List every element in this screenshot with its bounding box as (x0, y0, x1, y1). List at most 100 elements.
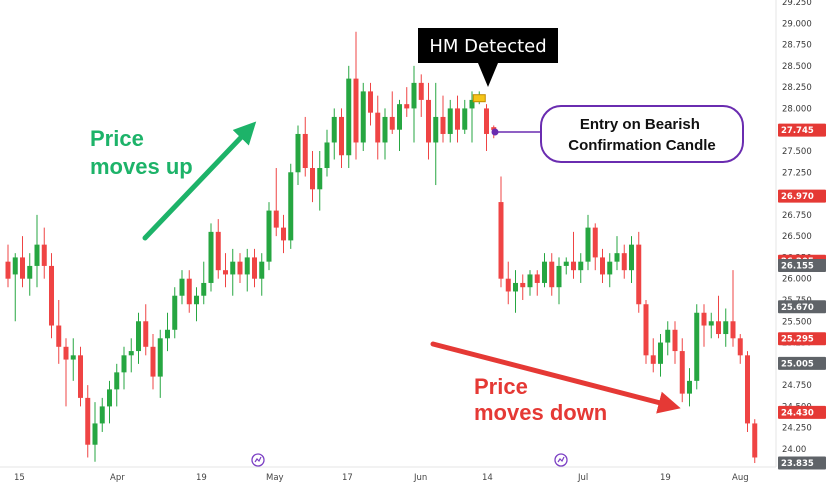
candle-body (165, 329, 170, 339)
y-tick-label: 28.250 (782, 83, 812, 93)
candle-body (295, 133, 301, 173)
down-trend-arrow (430, 341, 681, 414)
candle-body (607, 261, 613, 275)
candle-body (201, 282, 207, 296)
candle-body (745, 355, 750, 424)
candle-body (585, 227, 591, 262)
candle (426, 82, 431, 160)
candle (201, 261, 207, 305)
hm-detected-label: HM Detected (429, 36, 546, 57)
candle (49, 253, 54, 339)
candle (578, 253, 584, 283)
candle-body (20, 257, 25, 279)
candle-body (107, 389, 112, 407)
y-tick-label: 24.750 (782, 381, 812, 391)
candle (650, 338, 656, 373)
candle (520, 274, 526, 300)
candle (382, 108, 388, 160)
candle (600, 248, 605, 283)
candle (215, 219, 221, 279)
y-tick-label: 29.250 (782, 0, 812, 8)
candle (20, 236, 25, 288)
x-tick-label: 19 (196, 473, 207, 483)
candle (56, 299, 62, 364)
candle (716, 295, 721, 339)
candle-body (360, 91, 366, 143)
candle (694, 304, 700, 390)
price-badges: 27.74526.97026.20526.15525.67025.29525.0… (778, 123, 826, 470)
y-tick-label: 28.750 (782, 41, 812, 51)
candle (621, 244, 627, 279)
candle-body (694, 312, 700, 381)
candle-body (302, 133, 308, 169)
price-badge-label: 27.745 (781, 126, 814, 136)
up-trend-arrow (142, 121, 257, 241)
candle-body (353, 78, 359, 143)
candle (85, 385, 91, 458)
event-marker-icon[interactable] (554, 453, 568, 467)
candle-body (5, 261, 11, 279)
candle-body (157, 338, 163, 377)
candle-body (455, 108, 460, 130)
candle (317, 150, 323, 211)
price-badge: 26.970 (778, 189, 826, 203)
candle-body (752, 423, 758, 458)
candle (310, 150, 315, 203)
price-badge: 25.295 (778, 332, 826, 346)
candle-body (85, 397, 91, 445)
candle (527, 270, 533, 296)
candle (295, 125, 301, 186)
candle-body (288, 172, 294, 241)
candle (331, 108, 337, 160)
candle (629, 236, 634, 283)
candle-body (701, 312, 707, 326)
candle-body (534, 274, 540, 283)
candle-body (484, 108, 489, 134)
candle (397, 99, 402, 151)
candle (128, 338, 134, 373)
candle (107, 380, 112, 424)
entry-label: Entry on Bearish Confirmation Candle (568, 116, 716, 154)
candle (643, 299, 649, 364)
x-tick-label: Jun (413, 473, 427, 483)
event-marker-icon[interactable] (251, 453, 265, 467)
candle (462, 99, 468, 134)
candle-body (281, 227, 286, 241)
x-tick-label: 19 (660, 473, 671, 483)
candle (186, 270, 192, 313)
candle-body (317, 168, 323, 190)
candle-body (121, 355, 127, 373)
price-badge: 25.005 (778, 356, 826, 370)
candle (346, 65, 352, 169)
candle (27, 253, 33, 296)
y-tick-label: 26.000 (782, 275, 812, 285)
hm-detected-callout: HM Detected (418, 28, 558, 87)
y-tick-label: 27.500 (782, 147, 812, 157)
candle-body (27, 265, 33, 279)
y-tick-label: 27.250 (782, 168, 812, 178)
candle (360, 82, 366, 151)
candlestick-series (5, 31, 758, 464)
candle-body (230, 261, 236, 275)
candle (636, 231, 642, 313)
candle-body (150, 346, 156, 377)
candle-body (650, 355, 656, 364)
candle-body (92, 423, 98, 445)
candle-body (215, 231, 221, 271)
candle (288, 163, 294, 249)
candle (472, 91, 486, 105)
candle (411, 65, 417, 143)
candle-body (505, 278, 511, 292)
candle (665, 321, 671, 356)
candle-body (368, 91, 373, 113)
candle (114, 363, 120, 407)
candle (607, 253, 613, 288)
candle-body (208, 231, 214, 283)
candle (433, 82, 439, 186)
candle-body (186, 278, 192, 305)
candle (368, 82, 373, 126)
candle-body (578, 261, 584, 271)
candle (455, 95, 460, 143)
y-axis-ticks: 24.0024.25024.50024.75025.00025.25025.50… (782, 0, 812, 455)
candle (585, 214, 591, 271)
